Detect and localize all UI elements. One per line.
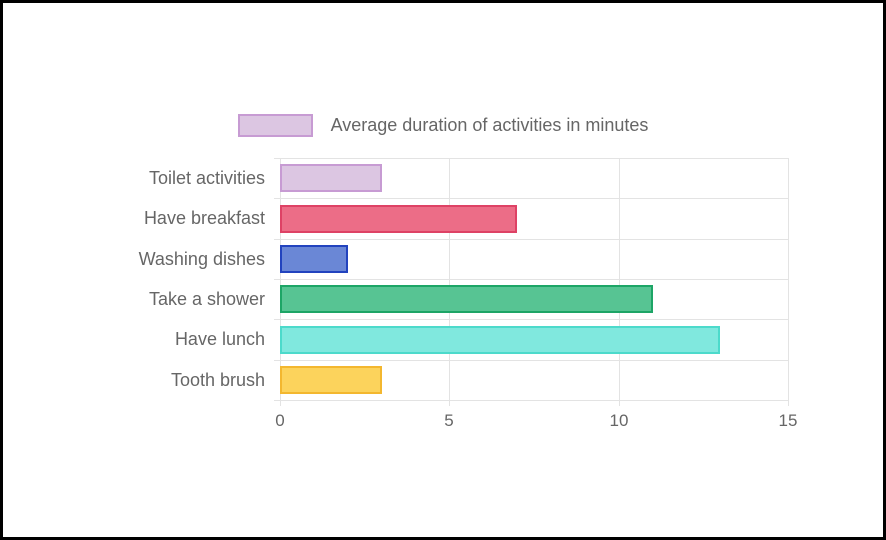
gridline-y-5 (280, 360, 788, 361)
gridline-x-10 (619, 158, 620, 400)
x-tick-mark-10 (619, 400, 620, 406)
gridline-y-0 (280, 158, 788, 159)
plot-area (274, 158, 789, 406)
y-tick-mark-3 (274, 279, 280, 280)
y-category-label-0: Toilet activities (148, 168, 265, 188)
chart-legend[interactable]: Average duration of activities in minute… (3, 114, 883, 137)
y-category-label-4: Have lunch (174, 329, 265, 349)
gridline-y-3 (280, 279, 788, 280)
bar-take-a-shower[interactable] (280, 285, 653, 313)
gridline-x-0 (280, 158, 281, 400)
gridline-y-6 (280, 400, 788, 401)
x-tick-mark-0 (280, 400, 281, 406)
y-category-label-1: Have breakfast (143, 208, 265, 228)
y-category-label-3: Take a shower (148, 289, 265, 309)
y-tick-mark-1 (274, 198, 280, 199)
y-tick-mark-5 (274, 360, 280, 361)
x-tick-label-5: 5 (444, 411, 454, 430)
x-tick-mark-15 (788, 400, 789, 406)
y-tick-mark-4 (274, 319, 280, 320)
y-tick-mark-6 (274, 400, 280, 401)
y-category-label-2: Washing dishes (138, 249, 265, 269)
x-tick-label-0: 0 (275, 411, 285, 430)
gridline-y-1 (280, 198, 788, 199)
x-tick-label-15: 15 (778, 411, 798, 430)
y-category-label-5: Tooth brush (170, 370, 265, 390)
gridline-x-15 (788, 158, 789, 400)
bar-washing-dishes[interactable] (280, 245, 348, 273)
gridline-x-5 (449, 158, 450, 400)
bar-have-lunch[interactable] (280, 326, 720, 354)
x-tick-label-10: 10 (609, 411, 629, 430)
bar-have-breakfast[interactable] (280, 205, 517, 233)
y-tick-mark-2 (274, 239, 280, 240)
bar-tooth-brush[interactable] (280, 366, 382, 394)
y-tick-mark-0 (274, 158, 280, 159)
x-tick-mark-5 (449, 400, 450, 406)
x-axis-labels: 0 5 10 15 (3, 411, 883, 435)
gridline-y-4 (280, 319, 788, 320)
bar-toilet-activities[interactable] (280, 164, 382, 192)
gridline-y-2 (280, 239, 788, 240)
legend-label: Average duration of activities in minute… (330, 115, 649, 135)
legend-swatch (237, 114, 313, 137)
